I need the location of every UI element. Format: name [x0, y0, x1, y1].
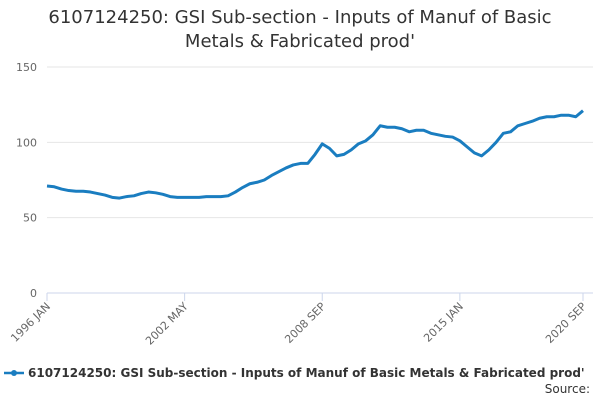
x-tick-label: 2015 JAN [421, 300, 466, 345]
y-tick-label: 100 [16, 136, 37, 149]
y-tick-label: 0 [30, 287, 37, 300]
x-tick-label: 2020 SEP [543, 300, 589, 346]
legend-label: 6107124250: GSI Sub-section - Inputs of … [28, 366, 585, 380]
data-line [46, 109, 584, 200]
chart-title: 6107124250: GSI Sub-section - Inputs of … [48, 7, 552, 52]
legend: 6107124250: GSI Sub-section - Inputs of … [4, 366, 600, 380]
y-tick-label: 50 [23, 212, 37, 225]
source: Source: [544, 382, 590, 396]
x-tick-label: 2008 SEP [282, 300, 328, 346]
legend-marker [11, 370, 17, 376]
chart: 0 50 100 150 1996 JAN 2002 MAY 2008 SEP 2015 JA… [8, 61, 593, 348]
x-tick-label: 1996 JAN [8, 300, 53, 345]
y-tick-label: 150 [16, 61, 37, 74]
x-tick-label: 2002 MAY [143, 300, 191, 348]
legend-swatch [4, 370, 24, 376]
